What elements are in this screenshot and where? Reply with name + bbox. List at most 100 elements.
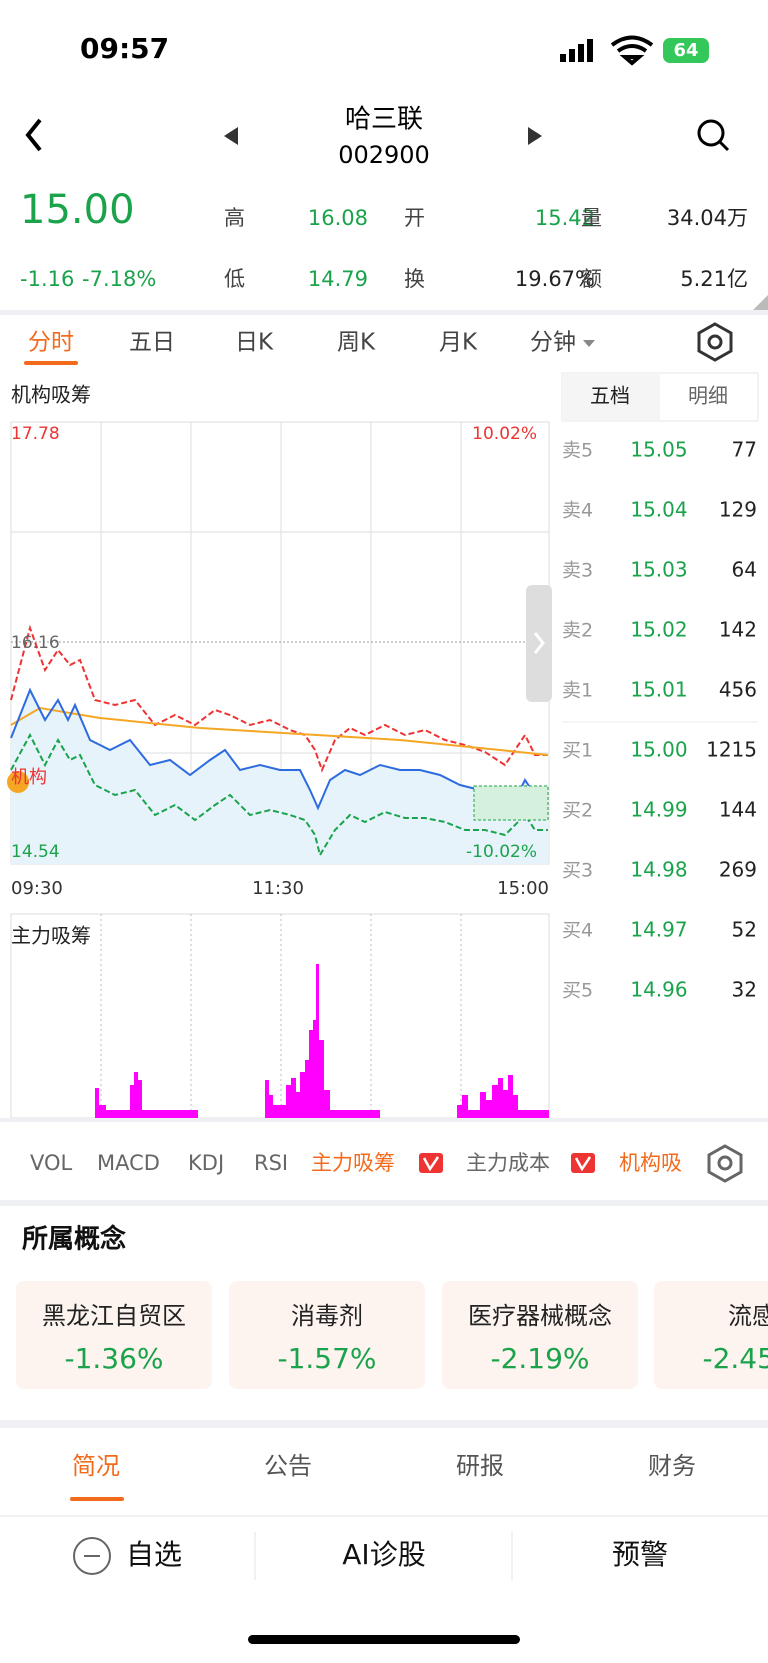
order-volume: 77 <box>732 438 757 462</box>
concept-change: -2.45% <box>702 1342 768 1375</box>
expand-handle[interactable] <box>526 585 552 702</box>
concept-card[interactable] <box>229 1281 425 1389</box>
order-price: 15.05 <box>630 438 687 462</box>
action-button[interactable]: 预警 <box>612 1538 668 1571</box>
indicator-tab[interactable]: 机构吸 <box>619 1151 682 1175</box>
indicator-tab[interactable]: MACD <box>97 1151 160 1175</box>
change: -1.16 <box>20 267 74 291</box>
order-price: 14.97 <box>630 918 687 942</box>
chart-tab[interactable]: 五日 <box>129 330 175 356</box>
stat-label: 量 <box>581 206 602 230</box>
signal-icon <box>560 39 593 62</box>
order-price: 15.03 <box>630 558 687 582</box>
concepts-title: 所属概念 <box>22 1224 126 1255</box>
detail-tab[interactable]: 财务 <box>648 1452 696 1480</box>
home-indicator <box>248 1635 520 1644</box>
vip-mark <box>574 1156 592 1172</box>
low-price: 14.54 <box>11 842 60 862</box>
order-volume: 32 <box>732 978 757 1002</box>
concept-card[interactable] <box>442 1281 638 1389</box>
order-price: 15.01 <box>630 678 687 702</box>
order-side: 买5 <box>562 980 593 1002</box>
order-side: 卖2 <box>562 620 593 642</box>
indicator-tab[interactable]: 主力吸筹 <box>311 1151 395 1175</box>
divider <box>0 1200 768 1206</box>
detail-tab[interactable]: 公告 <box>264 1452 312 1480</box>
order-volume: 52 <box>732 918 757 942</box>
chart-tab[interactable]: 月K <box>439 330 478 356</box>
order-volume: 142 <box>719 618 757 642</box>
order-side: 买2 <box>562 800 593 822</box>
next-stock[interactable] <box>528 127 542 145</box>
order-side: 卖5 <box>562 440 593 462</box>
corner-indicator <box>753 295 768 310</box>
middle-price: 16.16 <box>11 633 60 653</box>
action-button[interactable]: 自选 <box>126 1538 182 1571</box>
sub-chart-label: 主力吸筹 <box>11 924 91 948</box>
order-side: 买3 <box>562 860 593 882</box>
settings-button[interactable] <box>697 322 733 362</box>
stat-value: 34.04万 <box>667 206 748 230</box>
order-book-tab[interactable]: 五档 <box>590 384 630 408</box>
stat-label: 低 <box>224 267 245 291</box>
average-line <box>10 706 549 756</box>
chart-tab[interactable]: 日K <box>235 330 274 356</box>
order-price: 14.98 <box>630 858 687 882</box>
order-price: 15.04 <box>630 498 687 522</box>
chart-tab[interactable]: 周K <box>337 330 376 356</box>
stat-label: 换 <box>404 267 425 291</box>
search-button[interactable] <box>697 119 730 152</box>
order-volume: 1215 <box>706 738 757 762</box>
concept-change: -2.19% <box>490 1342 589 1375</box>
order-price: 14.99 <box>630 798 687 822</box>
chart-tab[interactable]: 分钟 <box>530 330 576 356</box>
concept-name: 黑龙江自贸区 <box>42 1302 186 1330</box>
order-volume: 129 <box>719 498 757 522</box>
tab-underline <box>24 361 78 365</box>
concept-change: -1.57% <box>277 1342 376 1375</box>
price-area <box>11 690 548 864</box>
sub-chart-bars <box>95 964 549 1118</box>
detail-tab[interactable]: 简况 <box>72 1452 120 1480</box>
back-button[interactable] <box>25 118 42 152</box>
concept-card[interactable] <box>16 1281 212 1389</box>
indicator-tab[interactable]: VOL <box>30 1151 73 1175</box>
order-price: 14.96 <box>630 978 687 1002</box>
status-time: 09:57 <box>80 32 169 65</box>
sub-chart-grid <box>10 913 550 1119</box>
indicator-tab[interactable]: RSI <box>254 1151 288 1175</box>
order-volume: 269 <box>719 858 757 882</box>
indicator-tab[interactable]: 主力成本 <box>466 1151 550 1175</box>
prev-stock[interactable] <box>224 127 238 145</box>
tab-underline <box>70 1497 124 1501</box>
action-button[interactable]: AI诊股 <box>342 1538 425 1571</box>
battery <box>663 38 709 63</box>
stat-value: 19.67% <box>515 267 595 291</box>
stat-label: 开 <box>404 206 425 230</box>
concept-name: 医疗器械概念 <box>468 1302 612 1330</box>
order-side: 卖3 <box>562 560 593 582</box>
expand-arrow <box>533 632 545 654</box>
concept-card[interactable] <box>654 1281 768 1389</box>
stat-value: 5.21亿 <box>680 267 748 291</box>
concept-name: 流感 <box>728 1302 768 1330</box>
detail-tab[interactable]: 研报 <box>456 1452 504 1480</box>
divider <box>0 1420 768 1428</box>
vip-badge <box>571 1153 595 1173</box>
change-percent: -7.18% <box>82 267 156 291</box>
indicator-tab[interactable]: KDJ <box>188 1151 224 1175</box>
order-price: 15.00 <box>630 738 687 762</box>
price: 15.00 <box>20 187 135 233</box>
order-book-tab[interactable]: 明细 <box>688 384 728 408</box>
order-side: 卖1 <box>562 680 593 702</box>
battery-level: 64 <box>673 40 698 61</box>
chart-tab[interactable]: 分时 <box>28 330 74 356</box>
active-tab-bg <box>562 373 660 421</box>
low-percent: -10.02% <box>466 842 537 862</box>
indicator-settings[interactable] <box>707 1144 743 1183</box>
stat-value: 15.42 <box>535 206 595 230</box>
stat-label: 高 <box>224 206 245 230</box>
concept-name: 消毒剂 <box>291 1302 363 1330</box>
